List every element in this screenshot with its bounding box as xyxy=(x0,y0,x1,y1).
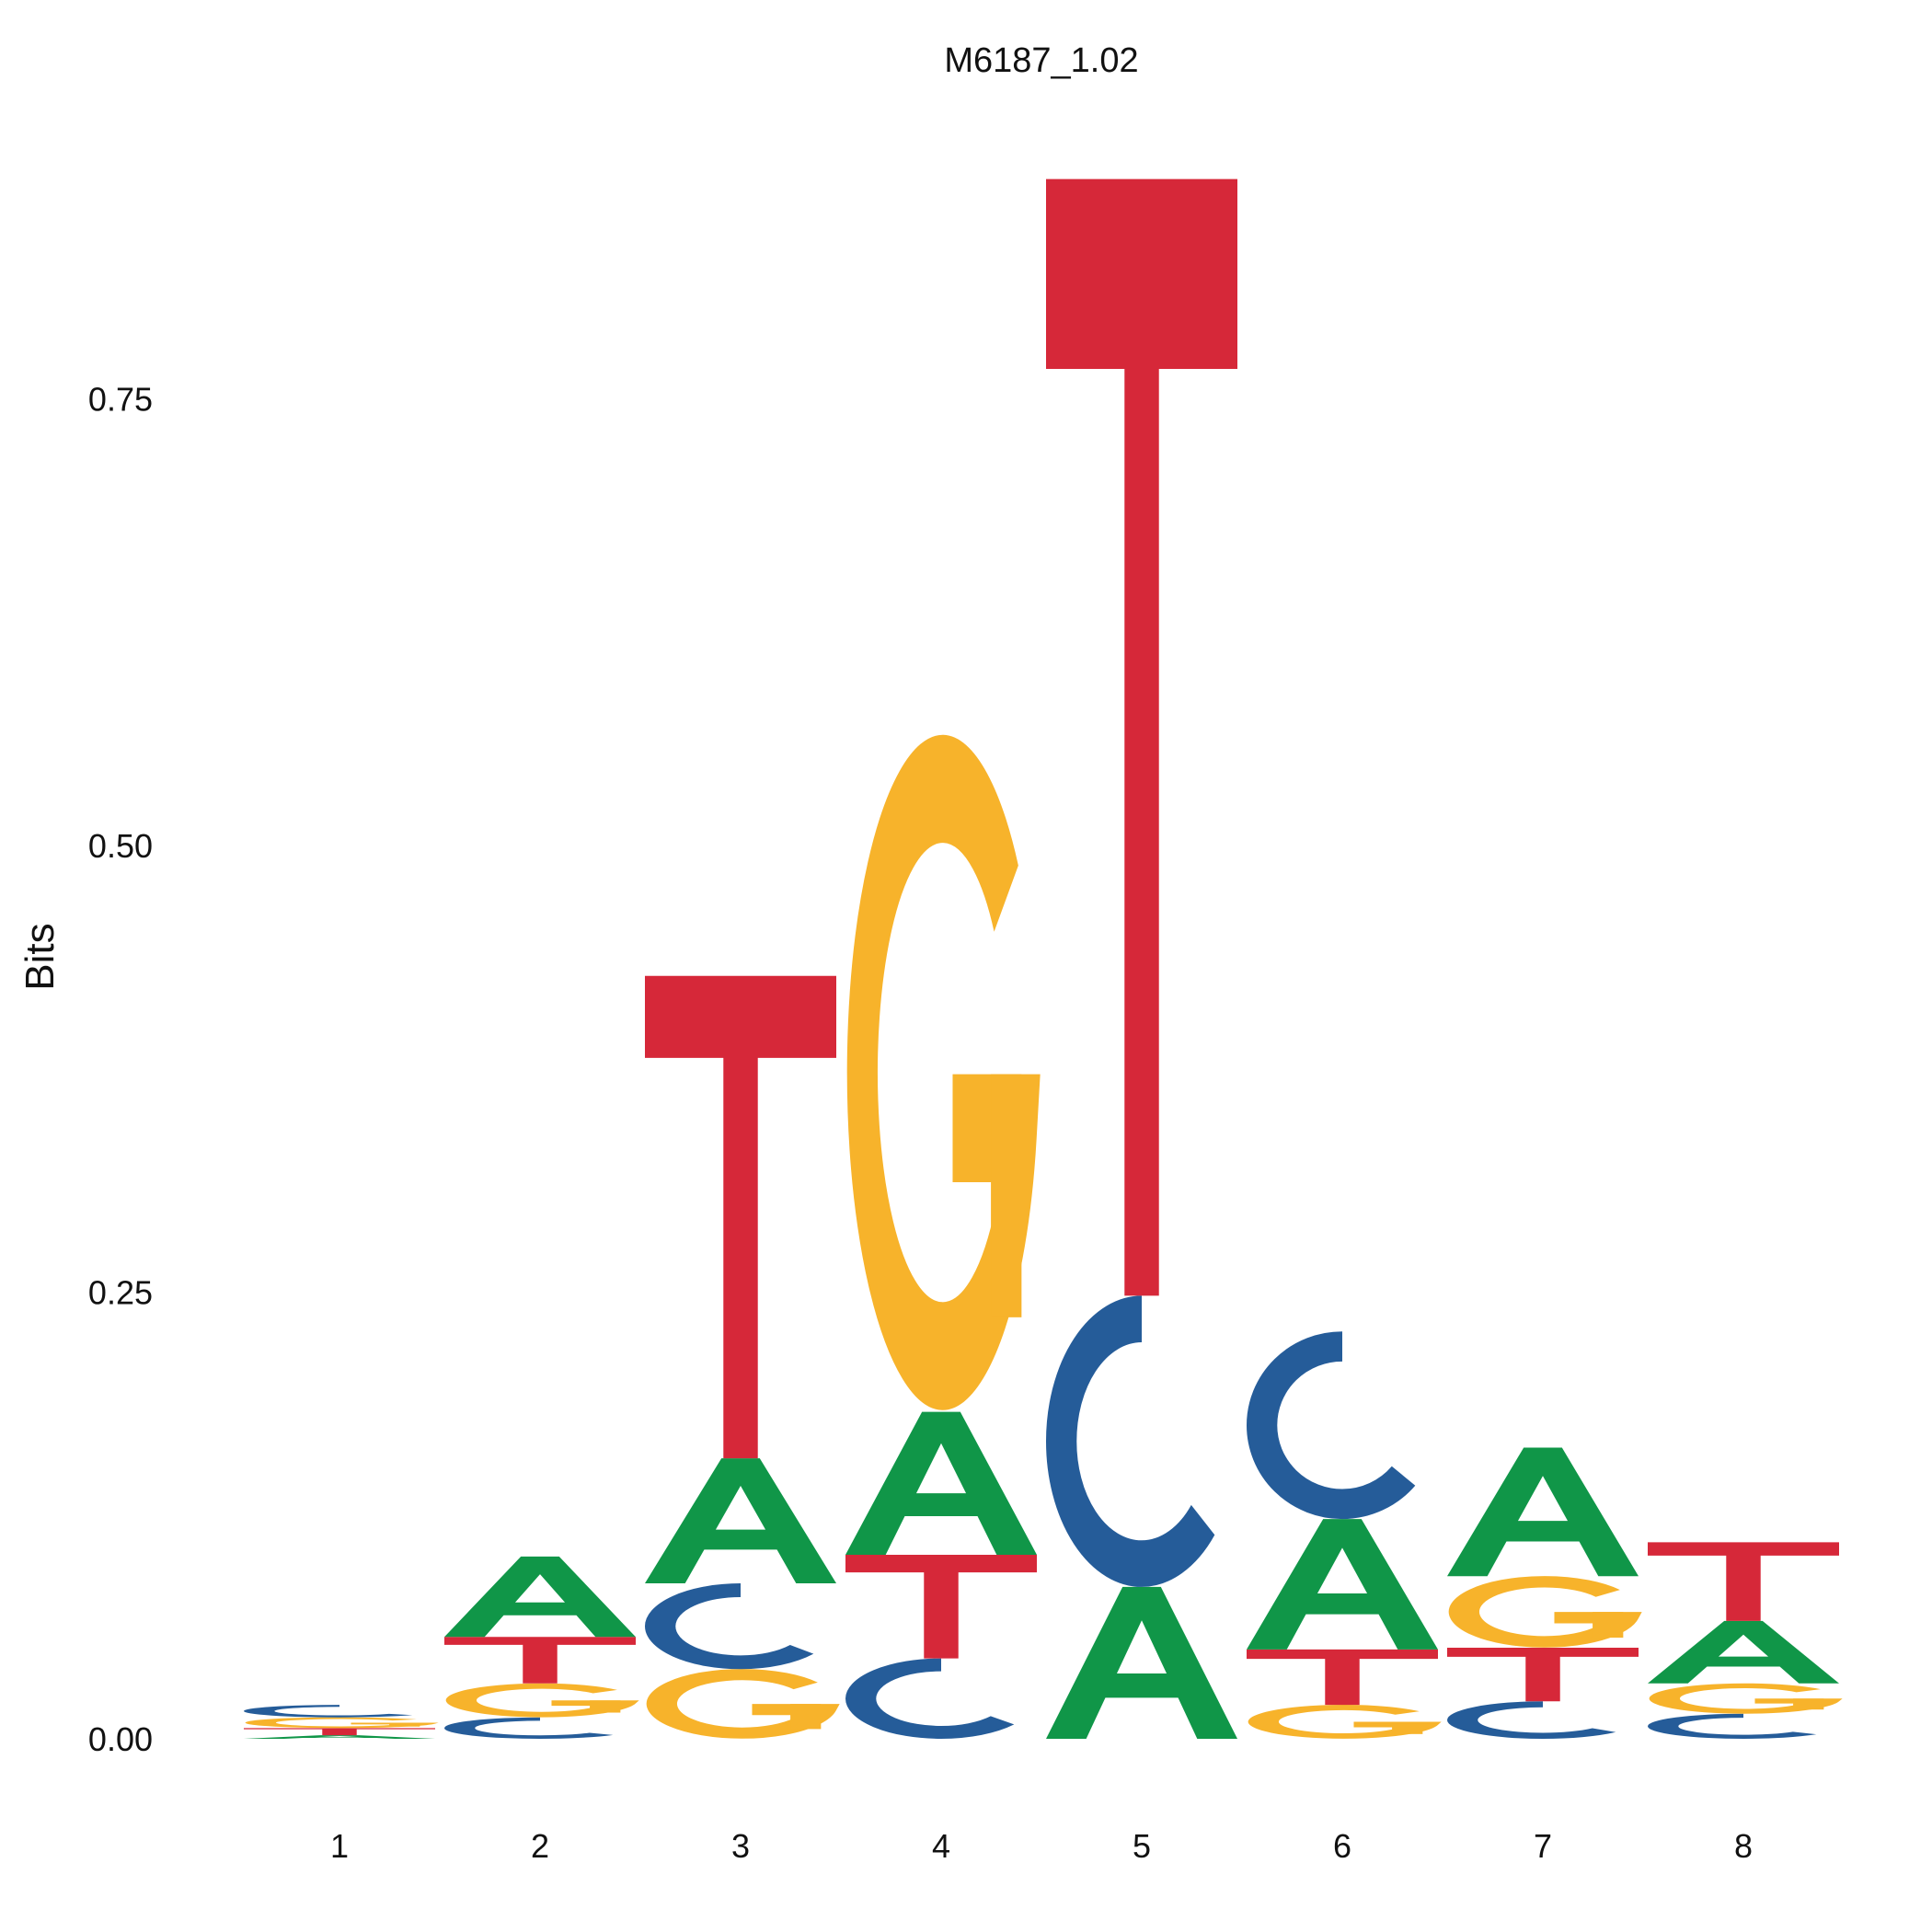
letter-C-pos6 xyxy=(1247,1331,1416,1520)
letter-T-pos8 xyxy=(1648,1542,1839,1621)
letter-T-pos6 xyxy=(1247,1649,1438,1706)
letter-A-pos7 xyxy=(1447,1447,1639,1577)
letter-stacks xyxy=(244,178,1843,1740)
letter-C-pos1 xyxy=(244,1705,413,1718)
letter-G-pos4 xyxy=(846,734,1041,1410)
x-tick-label: 7 xyxy=(1534,1827,1552,1865)
letter-T-pos7 xyxy=(1447,1647,1639,1702)
letter-A-pos8 xyxy=(1648,1620,1839,1684)
stack-5 xyxy=(1046,178,1237,1740)
letter-A-pos4 xyxy=(845,1411,1037,1555)
letter-C-pos3 xyxy=(645,1583,814,1670)
stack-2 xyxy=(444,1556,639,1740)
x-tick-label: 6 xyxy=(1333,1827,1351,1865)
y-tick-label: 0.00 xyxy=(88,1720,153,1758)
x-tick-label: 5 xyxy=(1133,1827,1151,1865)
letter-G-pos6 xyxy=(1248,1705,1442,1739)
letter-G-pos7 xyxy=(1448,1576,1642,1648)
stack-4 xyxy=(845,734,1041,1740)
letter-C-pos2 xyxy=(444,1717,614,1740)
letter-G-pos8 xyxy=(1649,1683,1843,1714)
letter-C-pos4 xyxy=(845,1658,1015,1740)
letter-G-pos3 xyxy=(646,1669,840,1739)
letter-T-pos3 xyxy=(645,975,836,1459)
letter-A-pos6 xyxy=(1247,1519,1438,1650)
letter-G-pos1 xyxy=(245,1717,439,1729)
y-tick-label: 0.25 xyxy=(88,1274,153,1312)
letter-G-pos2 xyxy=(445,1683,639,1718)
letter-C-pos5 xyxy=(1046,1295,1215,1587)
letter-A-pos5 xyxy=(1046,1586,1237,1740)
x-tick-label: 3 xyxy=(731,1827,750,1865)
letter-T-pos5 xyxy=(1046,178,1237,1296)
letter-T-pos4 xyxy=(845,1554,1037,1659)
x-tick-label: 2 xyxy=(531,1827,549,1865)
letter-C-pos7 xyxy=(1447,1701,1616,1740)
letter-T-pos1 xyxy=(244,1728,435,1736)
letter-A-pos1 xyxy=(244,1735,435,1739)
letter-C-pos8 xyxy=(1648,1713,1817,1740)
x-tick-label: 1 xyxy=(330,1827,349,1865)
letter-A-pos2 xyxy=(444,1556,636,1638)
chart-title: M6187_1.02 xyxy=(944,41,1138,80)
stack-8 xyxy=(1648,1542,1843,1740)
letter-T-pos2 xyxy=(444,1637,636,1684)
y-axis-label: Bits xyxy=(17,923,63,990)
x-axis-ticks: 1 2 3 4 5 6 7 8 xyxy=(330,1827,1753,1865)
x-tick-label: 8 xyxy=(1734,1827,1753,1865)
stack-7 xyxy=(1447,1447,1642,1740)
x-tick-label: 4 xyxy=(932,1827,950,1865)
stack-6 xyxy=(1247,1331,1442,1739)
stack-1 xyxy=(244,1705,439,1739)
stack-3 xyxy=(645,975,840,1739)
y-tick-label: 0.75 xyxy=(88,381,153,419)
y-axis-ticks: 0.00 0.25 0.50 0.75 xyxy=(88,381,153,1759)
letter-A-pos3 xyxy=(645,1458,836,1584)
y-tick-label: 0.50 xyxy=(88,827,153,865)
